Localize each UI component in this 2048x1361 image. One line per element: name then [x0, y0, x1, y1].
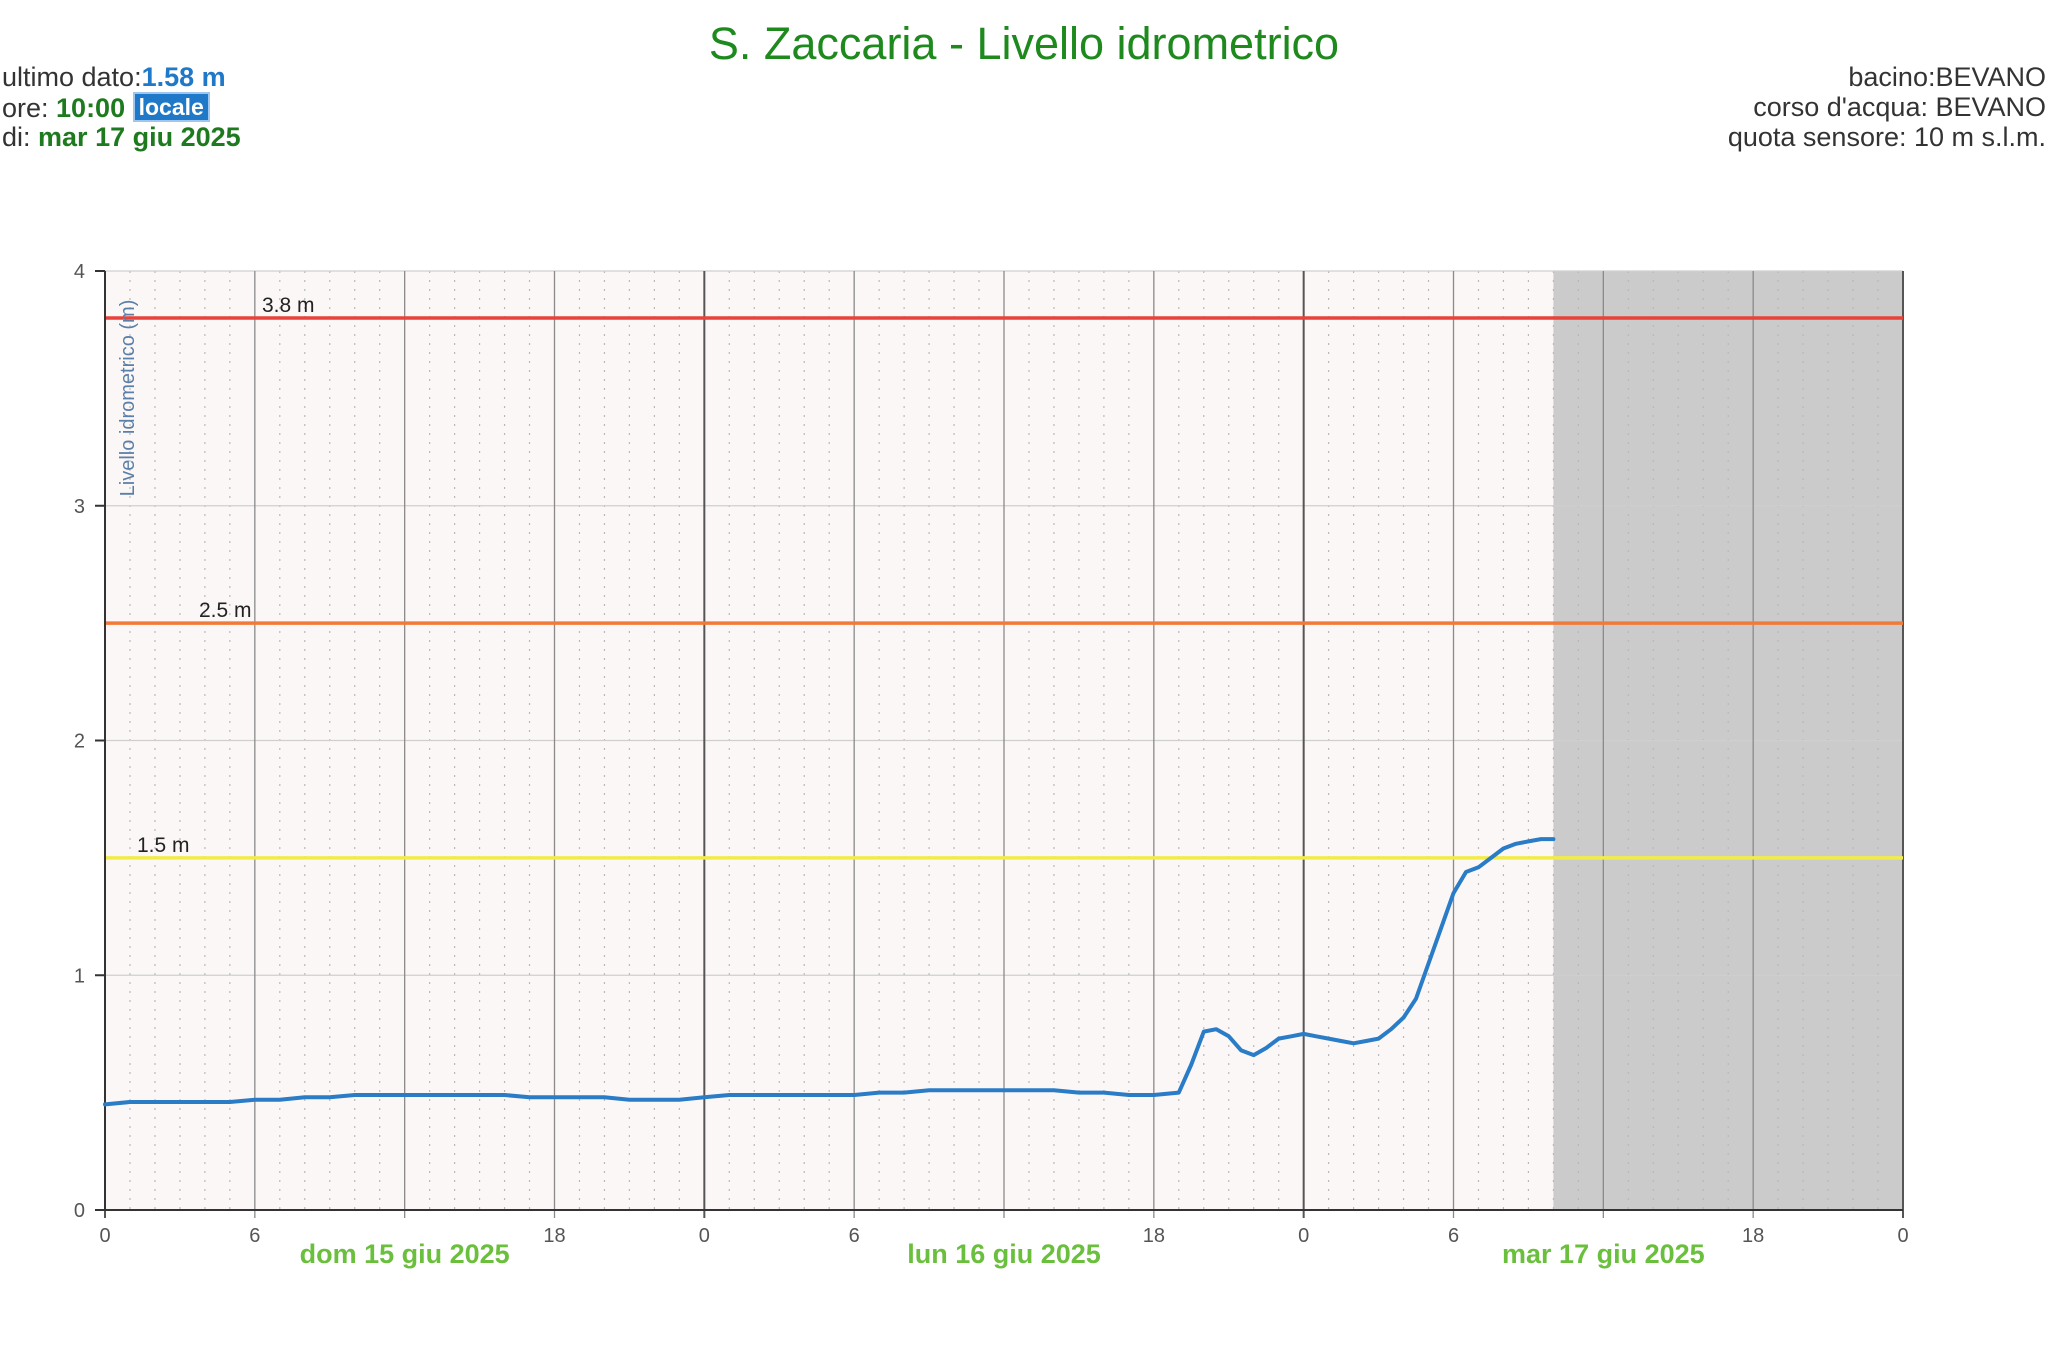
- series-line: [103, 837, 1556, 1107]
- x-tick-label: 18: [1143, 1225, 1165, 1247]
- basin-info: bacino:BEVANO: [1848, 62, 2046, 92]
- x-tick-label: 6: [249, 1225, 260, 1247]
- y-tick-label: 0: [74, 1200, 85, 1222]
- x-tick-label: 0: [99, 1225, 110, 1247]
- time-value: 10:00: [56, 93, 126, 123]
- y-tick-label: 1: [74, 965, 85, 987]
- river-info: corso d'acqua: BEVANO: [1753, 92, 2046, 122]
- y-axis-title: Livello idrometrico (m): [117, 300, 139, 497]
- x-tick-label: 0: [1897, 1225, 1908, 1247]
- x-tick-label: 18: [543, 1225, 565, 1247]
- day-label: mar 17 giu 2025: [1502, 1239, 1705, 1269]
- threshold-label: 1.5 m: [137, 834, 190, 857]
- y-tick-label: 3: [74, 496, 85, 518]
- last-value-row: ultimo dato:1.58 m: [2, 62, 226, 93]
- time-label: ore:: [2, 93, 57, 123]
- date-label: di:: [2, 122, 39, 152]
- x-tick-label: 6: [1448, 1225, 1459, 1247]
- time-row: ore: 10:00 locale: [2, 92, 210, 124]
- date-row: di: mar 17 giu 2025: [2, 122, 241, 153]
- y-tick-label: 2: [74, 731, 85, 753]
- day-label: lun 16 giu 2025: [907, 1239, 1101, 1269]
- x-tick-label: 6: [849, 1225, 860, 1247]
- last-value-label: ultimo dato:: [2, 62, 142, 92]
- date-value: mar 17 giu 2025: [38, 122, 241, 152]
- sensor-info: quota sensore: 10 m s.l.m.: [1727, 122, 2046, 152]
- last-value: 1.58 m: [141, 62, 226, 92]
- x-tick-label: 0: [699, 1225, 710, 1247]
- x-tick-label: 18: [1742, 1225, 1764, 1247]
- chart-title: S. Zaccaria - Livello idrometrico: [708, 18, 1340, 69]
- y-tick-label: 4: [74, 261, 85, 283]
- day-label: dom 15 giu 2025: [300, 1239, 510, 1269]
- local-time-badge[interactable]: locale: [132, 92, 210, 122]
- threshold-label: 3.8 m: [262, 294, 315, 317]
- x-tick-label: 0: [1298, 1225, 1309, 1247]
- threshold-label: 2.5 m: [199, 599, 252, 622]
